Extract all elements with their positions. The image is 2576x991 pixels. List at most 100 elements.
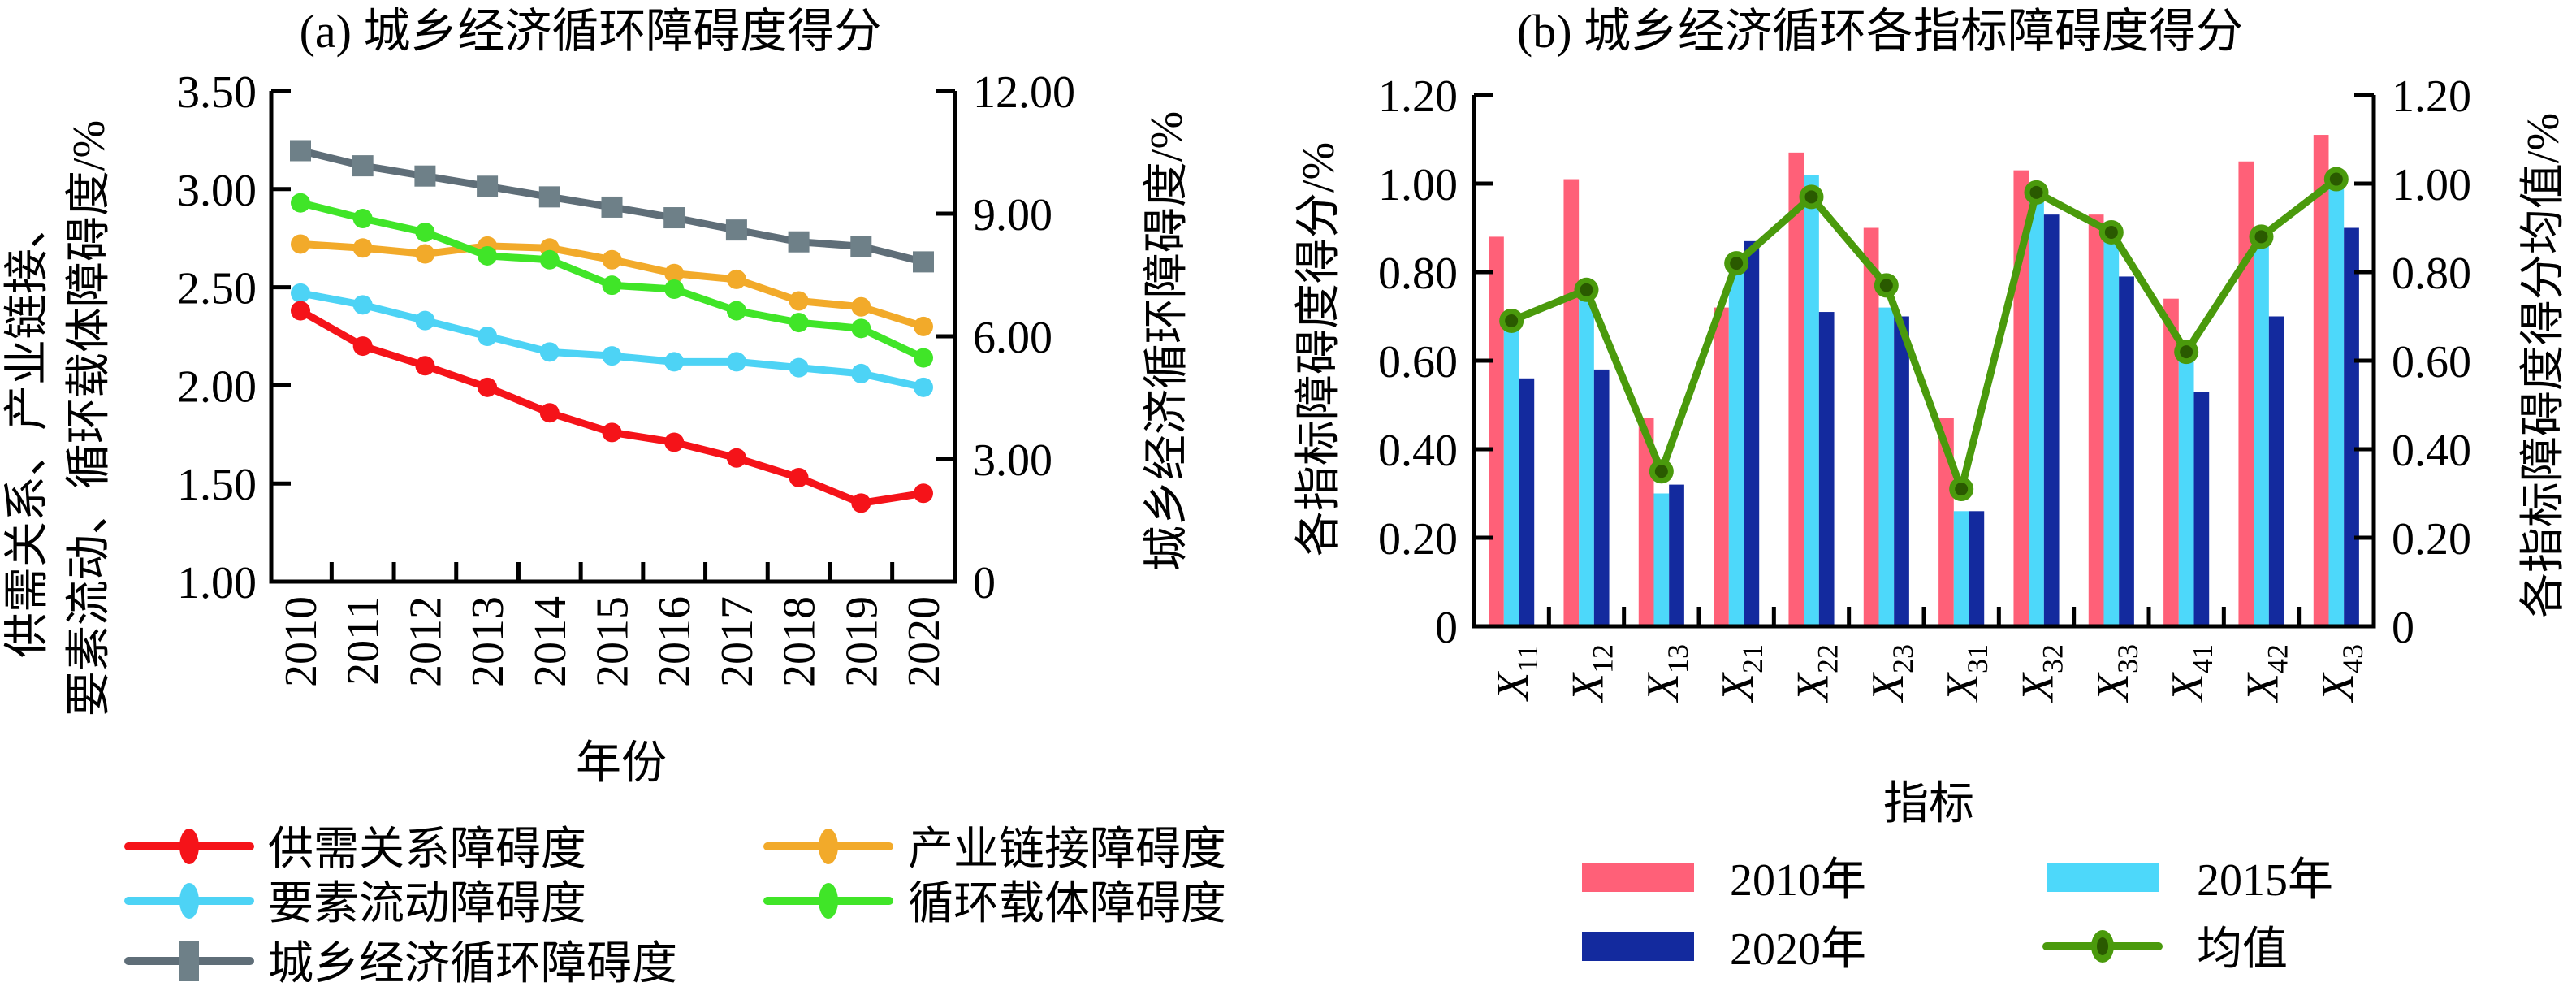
legend-circle-marker [179,883,199,919]
bar-2020年 [1669,484,1684,626]
data-point-square [601,196,623,218]
panel-b-x-tick-label: X23 [1863,644,1919,703]
data-point [539,342,560,362]
panel-b-right-tick-labels: 0 0.20 0.40 0.60 0.80 1.00 1.20 [2392,71,2471,653]
panel-a-series [290,140,934,513]
panel-b-x-tick-label: X22 [1788,644,1844,703]
legend-label: 2015年 [2197,855,2333,906]
mean-point [2024,180,2049,205]
data-point [851,318,871,339]
data-point [539,249,560,270]
panel-a-right-tick-labels: 0 3.00 6.00 9.00 12.00 [973,67,1075,608]
panel-b-right-axis-title: 各指标障碍度得分均值/% [2518,113,2569,618]
data-point-square [725,219,747,241]
panel-b-x-tick-label: X13 [1638,644,1694,703]
panel-b-left-tick-label: 0.40 [1378,426,1458,476]
bar-2015年 [1579,294,1594,626]
mean-point-inner [2029,185,2043,199]
bar-2015年 [2178,347,2194,626]
panel-b-x-tick-label: X12 [1563,644,1619,703]
bar-2020年 [1818,312,1835,626]
data-point [664,432,685,452]
mean-point-inner [1580,283,1593,296]
panel-a-x-tick-labels: 2010 2011 2012 2013 2014 2015 2016 2017 2018 2019… [276,596,949,687]
data-point [914,483,933,504]
panel-a-x-tick-label: 2014 [525,596,576,687]
bar-2010年 [1489,236,1504,626]
bar-2010年 [2088,214,2104,626]
data-point-square [477,175,499,197]
legend-circle-marker [819,829,838,864]
panel-b-right-tick-label: 0.20 [2392,514,2471,565]
tick-label-subscript: 42 [2262,644,2294,673]
panel-b-left-tick-label: 1.00 [1378,160,1458,210]
bar-2020年 [1894,316,1909,626]
tick-label-main: X [1563,671,1614,703]
legend-item: 城乡经济循环障碍度 [124,939,677,989]
data-point [726,269,746,289]
series-2 [291,234,933,336]
panel-a-x-tick-label: 2011 [339,596,389,686]
bar-group-X31 [1938,418,1985,626]
legend-circle-marker [179,829,199,864]
data-point [602,275,622,296]
data-point [415,356,435,376]
panel-a-right-tick-label: 0 [973,558,996,608]
mean-point-inner [2104,225,2118,239]
mean-point-inner [2180,345,2193,359]
legend-label: 城乡经济循环障碍度 [268,939,677,989]
bar-group-X12 [1563,179,1610,627]
legend-item: 要素流动障碍度 [124,879,586,929]
panel-a-left-tick-label: 3.50 [177,67,257,118]
bar-group-X33 [2088,214,2134,626]
bar-group-X13 [1638,418,1684,626]
panel-a-line-chart: (a) 城乡经济循环障碍度得分 供需关系、产业链接、 要素流动、循环载体障碍度/… [2,5,1226,989]
data-point [291,193,310,213]
data-point [851,363,871,383]
tick-label-subscript: 22 [1812,644,1844,673]
data-point [664,352,685,372]
panel-a-left-tick-label: 2.00 [177,361,257,412]
data-point [478,377,498,397]
panel-a-left-tick-label: 2.50 [177,264,257,314]
data-point [851,493,871,513]
panel-a-x-tick-label: 2013 [463,596,513,687]
bar-2015年 [2103,236,2120,626]
data-point [478,327,498,346]
tick-label-subscript: 41 [2186,644,2219,673]
mean-point-inner [2254,230,2268,244]
panel-b-legend: 2010年 2015年 2020年 均值 [1582,855,2333,975]
mean-point [1724,251,1749,276]
mean-point [2323,167,2349,192]
bar-2010年 [1788,152,1804,627]
bar-2010年 [2013,170,2029,626]
bar-2020年 [2268,316,2284,626]
bar-2020年 [1519,378,1535,626]
legend-item: 均值 [2042,924,2288,975]
data-point-square [913,251,934,273]
data-point [602,422,622,443]
tick-label-subscript: 32 [2037,644,2069,673]
data-point [352,295,373,315]
legend-square-marker [179,941,199,981]
panel-b-right-tick-label: 0 [2392,603,2414,653]
bar-2020年 [1744,240,1760,626]
panel-a-left-tick-label: 3.00 [177,166,257,216]
tick-label-subscript: 43 [2336,644,2369,673]
panel-a-x-tick-label: 2020 [899,596,949,687]
panel-a-x-tick-label: 2018 [775,596,825,687]
panel-a-right-tick-label: 3.00 [973,435,1052,486]
mean-line [1510,175,2339,493]
mean-point [1574,277,1599,302]
bar-group-X11 [1489,236,1535,626]
tick-label-subscript: 11 [1511,644,1544,673]
panel-a-left-axis-title: 供需关系、产业链接、 要素流动、循环载体障碍度/% [2,120,115,716]
series-line [298,307,924,507]
series-1 [291,301,933,513]
tick-label-main: X [2163,671,2213,703]
data-point-square [663,207,685,229]
bar-2010年 [2163,298,2179,626]
legend-item: 2010年 [1582,855,1866,906]
panel-a-left-tick-labels: 1.00 1.50 2.00 2.50 3.00 3.50 [177,67,257,608]
